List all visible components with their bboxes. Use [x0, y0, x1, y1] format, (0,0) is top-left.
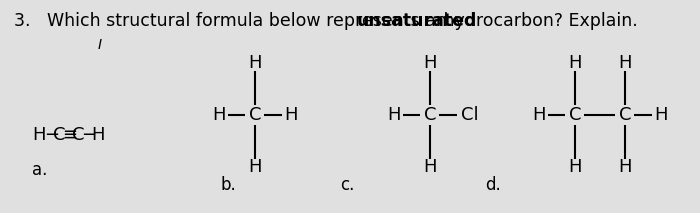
Text: H: H: [654, 106, 668, 124]
Text: H: H: [618, 54, 631, 72]
Text: H: H: [387, 106, 400, 124]
Text: H: H: [91, 126, 104, 144]
Text: H: H: [568, 158, 582, 176]
Text: H: H: [284, 106, 298, 124]
Text: C: C: [568, 106, 581, 124]
Text: 3.   Which structural formula below represents an: 3. Which structural formula below repres…: [14, 12, 452, 30]
Text: C: C: [72, 126, 85, 144]
Text: −: −: [81, 126, 96, 144]
Text: C: C: [424, 106, 436, 124]
Text: C: C: [248, 106, 261, 124]
Text: H: H: [568, 54, 582, 72]
Text: Cl: Cl: [461, 106, 479, 124]
Text: a.: a.: [32, 161, 48, 179]
Text: H: H: [248, 158, 262, 176]
Text: C: C: [53, 126, 66, 144]
Text: H: H: [32, 126, 46, 144]
Text: −: −: [44, 126, 59, 144]
Text: I: I: [98, 38, 102, 52]
Text: b.: b.: [220, 176, 236, 194]
Text: H: H: [424, 158, 437, 176]
Text: C: C: [619, 106, 631, 124]
Text: c.: c.: [340, 176, 354, 194]
Text: hydrocarbon? Explain.: hydrocarbon? Explain.: [438, 12, 638, 30]
Text: unsaturated: unsaturated: [357, 12, 477, 30]
Text: H: H: [532, 106, 546, 124]
Text: H: H: [618, 158, 631, 176]
Text: ≡: ≡: [62, 126, 77, 144]
Text: H: H: [248, 54, 262, 72]
Text: d.: d.: [485, 176, 500, 194]
Text: H: H: [424, 54, 437, 72]
Text: H: H: [212, 106, 225, 124]
